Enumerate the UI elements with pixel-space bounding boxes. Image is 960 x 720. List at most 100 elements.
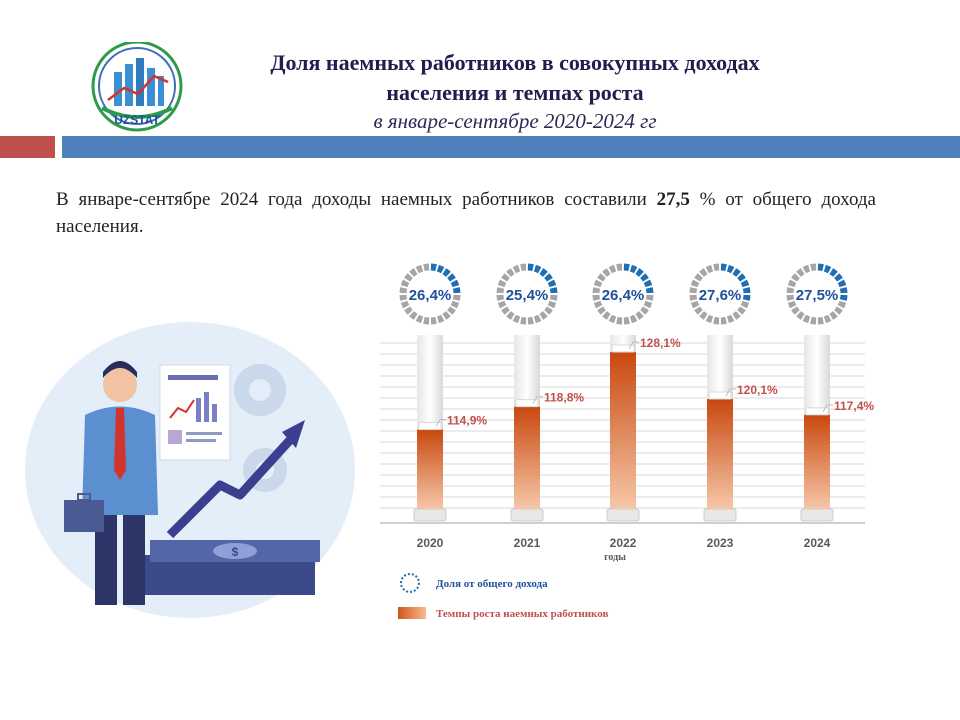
donut-segment [597,306,606,315]
growth-label: 120,1% [737,383,778,397]
donut-segment [400,300,410,309]
donut-segment [442,311,451,320]
donut-segment [713,316,720,325]
donut-segment [409,268,418,277]
donut-segment [415,314,424,324]
donut-segment [430,316,437,325]
donut-segment [732,268,741,277]
bar-base [606,508,640,522]
donut-segment [640,306,649,315]
donut-segment [839,287,848,294]
donut-segment [399,287,408,294]
donut-segment [450,300,460,309]
donut-label: 25,4% [506,287,549,304]
donut-segment [732,311,741,320]
donut-segment [690,300,700,309]
donut-segment [689,287,698,294]
bar-base [800,508,834,522]
donut-segment [593,300,603,309]
donut-segment [602,268,611,277]
growth-bar [707,398,733,509]
donut-segment [409,311,418,320]
donut-segment [705,264,714,274]
donut-segment [539,268,548,277]
growth-bar [610,352,636,509]
donut-segment [404,273,413,282]
donut-segment [829,311,838,320]
donut-segment [786,287,795,294]
donut-segment [629,314,638,324]
donut-segment [802,314,811,324]
summary-value: 27,5 [656,189,690,210]
donut-segment [533,264,542,274]
chart-legend: Доля от общего дохода Темпы роста наемны… [398,573,608,620]
donut-segment [823,264,832,274]
donut-segment [442,268,451,277]
x-axis-ticks: 2020 2021 2022 2023 2024 [417,536,831,550]
bar-cap [708,391,732,400]
donut-segment [640,273,649,282]
growth-label: 114,9% [447,414,487,428]
donut-segment [549,294,558,301]
donut-segment [690,279,700,288]
donut-segment [597,273,606,282]
donut-segment [430,263,437,272]
header-divider-red [0,136,55,158]
donut-segment [635,311,644,320]
donut-segment [791,306,800,315]
donut-segment [791,273,800,282]
donut-segment [501,273,510,282]
donut-segment [726,314,735,324]
donut-segment [447,306,456,315]
donut-segment [527,263,534,272]
donut-segment [699,268,708,277]
donut-segment [533,314,542,324]
donut-segment [705,314,714,324]
donut-segment [810,316,817,325]
title-subtitle: в январе-сентябре 2020-2024 гг [373,109,657,133]
donut-segment [786,294,795,301]
donut-segment [497,279,507,288]
label-leader [435,419,446,427]
svg-text:$: $ [232,545,239,559]
bar-cap [515,399,539,408]
donut-segment [694,273,703,282]
donut-segment [423,316,430,325]
growth-bar [514,406,540,509]
income-chart: 26,4% 25,4% 26,4% 27,6% 27,5% 114,9% 118,8% 12… [380,263,874,620]
donut-segment [436,264,445,274]
donut-segment [616,263,623,272]
donut-segment [720,316,727,325]
donut-segment [643,279,653,288]
donut-segment [544,273,553,282]
legend-share-label: Доля от общего дохода [436,578,548,590]
label-leader [822,404,833,413]
donut-segment [787,279,797,288]
bar-base [703,508,737,522]
legend-bar-swatch [398,607,426,619]
bar-base [510,508,544,522]
growth-label: 128,1% [640,336,681,350]
bar-cap [418,422,442,431]
donut-segment [694,306,703,315]
donut-segment [506,268,515,277]
donut-segment [520,263,527,272]
donut-segment [447,273,456,282]
donut-segment [737,273,746,282]
page-title: Доля наемных работников в совокупных дох… [170,48,860,134]
donut-segment [592,287,601,294]
donut-segment [810,263,817,272]
donut-segment [506,311,515,320]
summary-after: % от общего дохода населения. [56,189,876,237]
uzstat-logo: UZSTAT [91,42,183,132]
donut-segment [593,279,603,288]
donut-segment [796,268,805,277]
donut-segment [592,294,601,301]
donut-segment [720,263,727,272]
label-leader [532,396,543,404]
donut-segment [400,279,410,288]
logo-text: UZSTAT [114,113,160,127]
donut-segment [512,314,521,324]
businessman-illustration: $ [25,322,355,618]
donut-segment [539,311,548,320]
